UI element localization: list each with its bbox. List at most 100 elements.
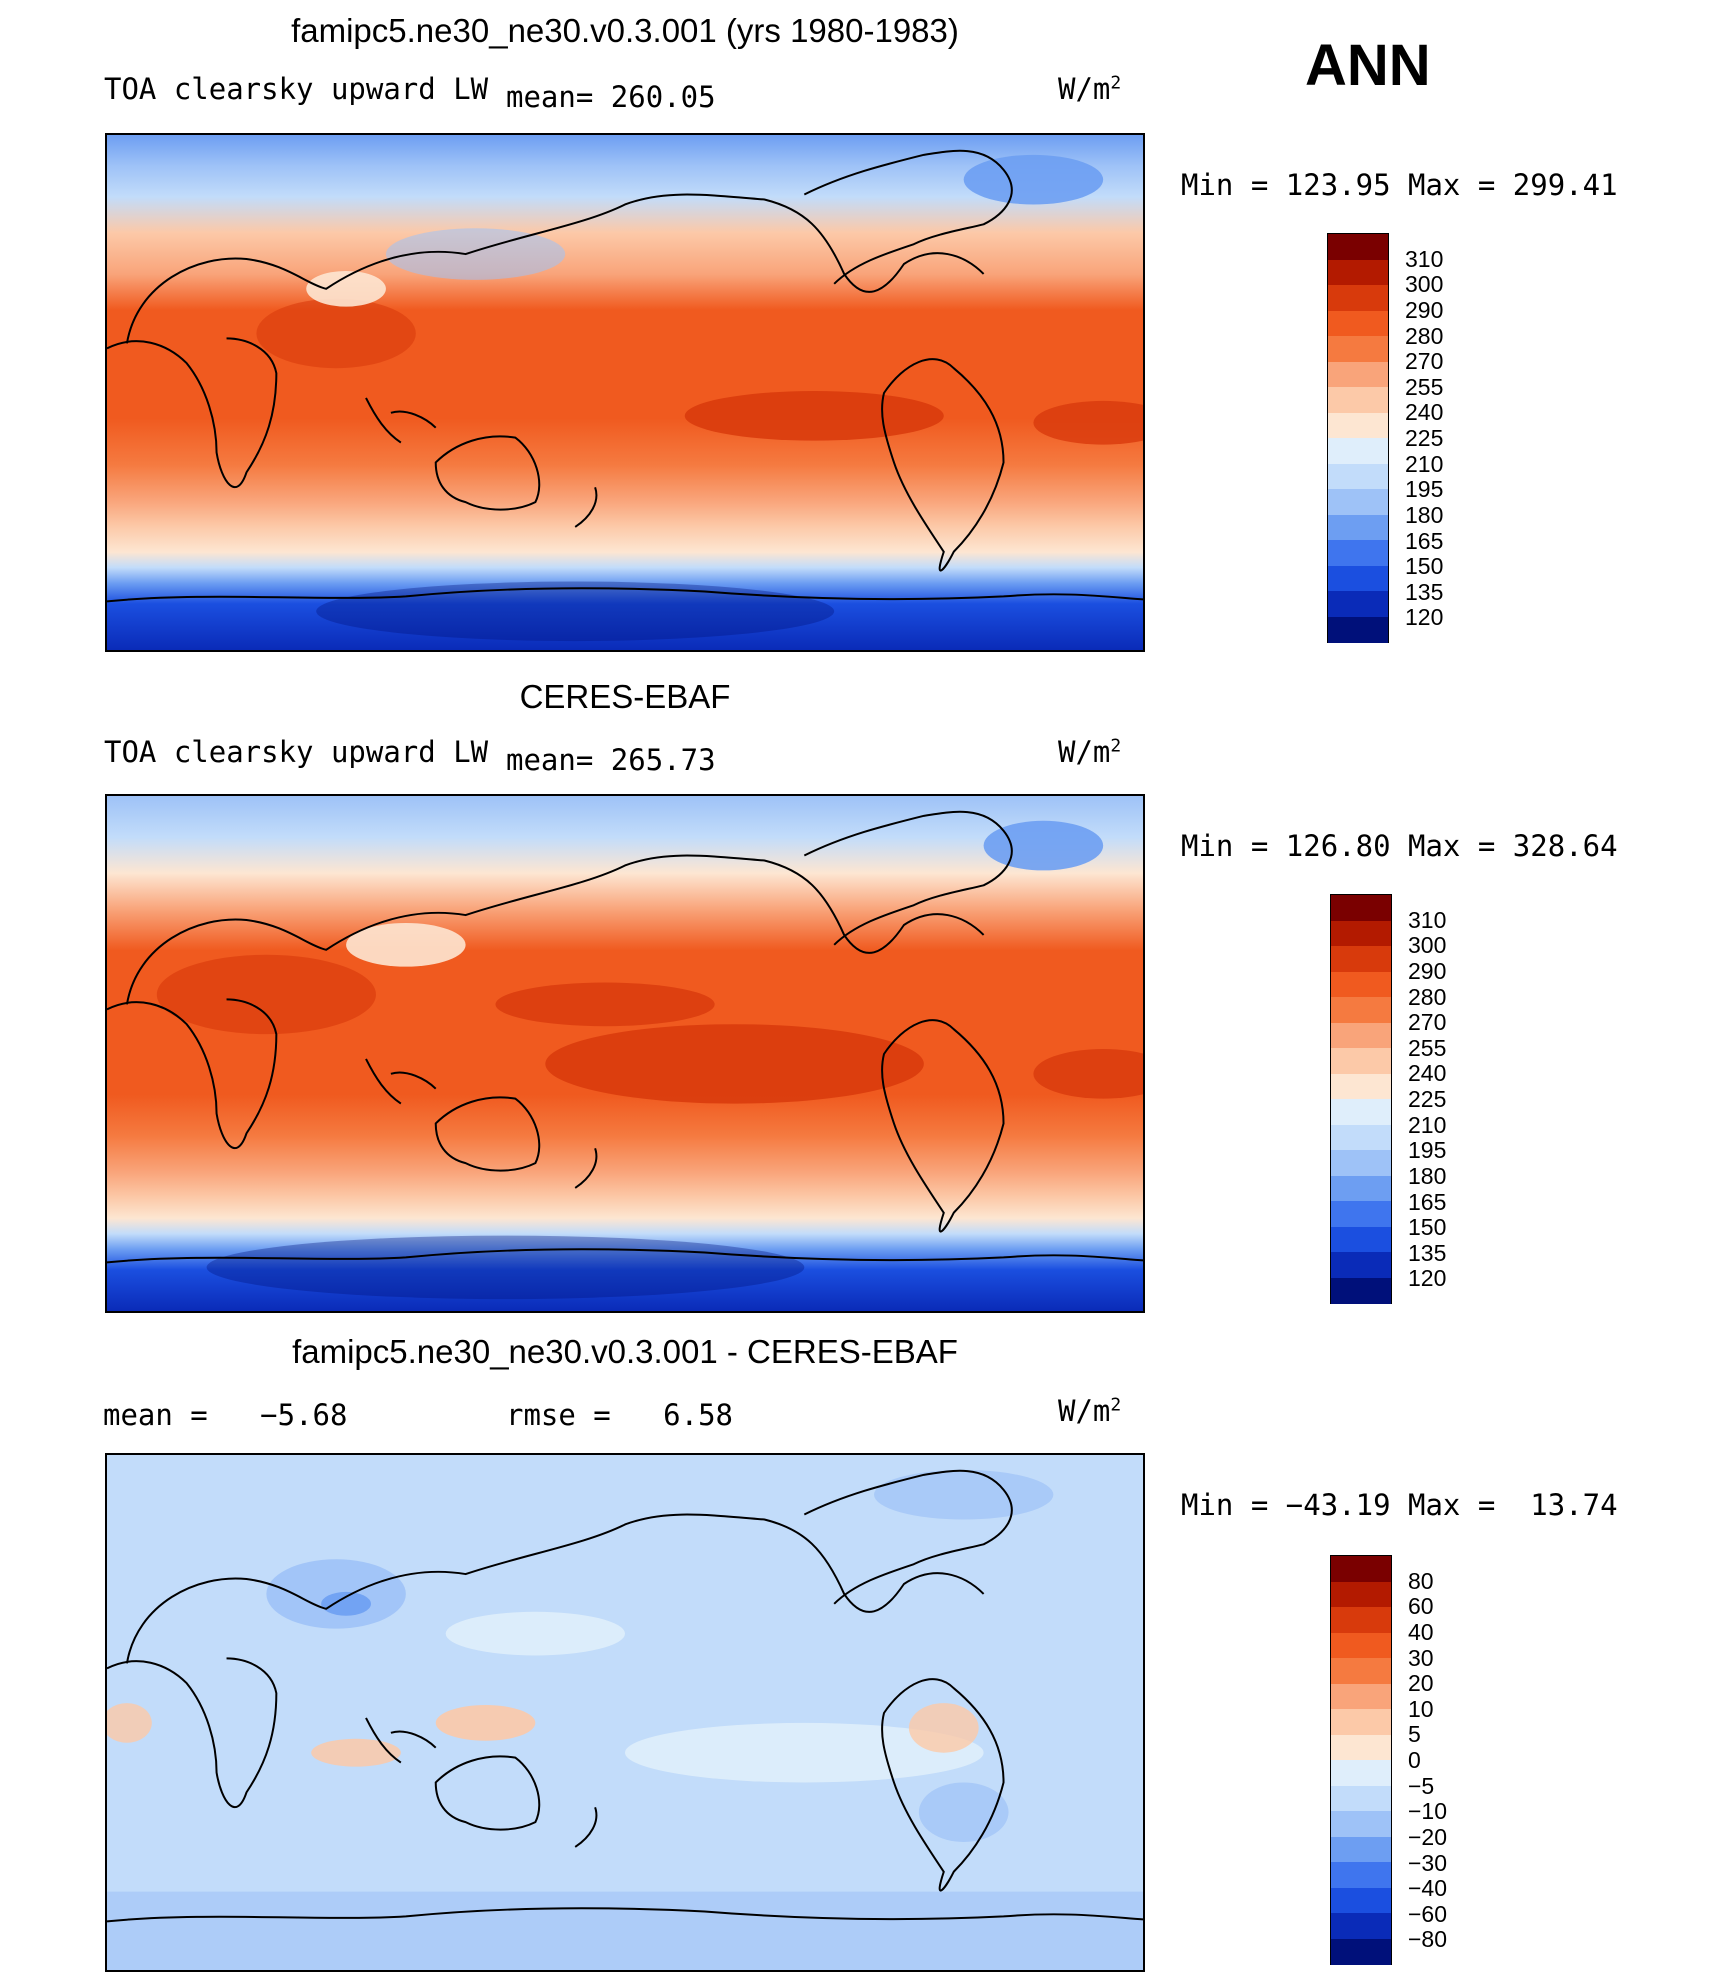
colorbar-tick-label: 180 bbox=[1408, 1162, 1447, 1189]
colorbar-tick-label: 80 bbox=[1408, 1567, 1434, 1594]
panel3-mean-label: mean = bbox=[103, 1398, 208, 1432]
panel2-min-label: Min = bbox=[1181, 829, 1269, 863]
panel1-map bbox=[105, 133, 1145, 652]
colorbar-swatch bbox=[1328, 565, 1388, 592]
colorbar-tick-label: 120 bbox=[1405, 604, 1444, 631]
colorbar-swatch bbox=[1331, 1022, 1391, 1049]
panel3-colorbar bbox=[1330, 1555, 1392, 1965]
panel2-max-value: 328.64 bbox=[1512, 829, 1618, 863]
colorbar-swatch bbox=[1328, 463, 1388, 490]
panel1-units-base: W/m bbox=[1058, 72, 1111, 106]
colorbar-swatch bbox=[1328, 591, 1388, 617]
panel1-min-value: 123.95 bbox=[1285, 168, 1391, 202]
panel2-mean-value: 265.73 bbox=[610, 743, 716, 777]
colorbar-tick-label: 290 bbox=[1408, 957, 1447, 984]
colorbar-swatch bbox=[1331, 946, 1391, 972]
panel3-min-value: −43.19 bbox=[1285, 1488, 1391, 1522]
panel1-max-value: 299.41 bbox=[1512, 168, 1618, 202]
panel3-min-label: Min = bbox=[1181, 1488, 1269, 1522]
colorbar-swatch bbox=[1328, 514, 1388, 541]
colorbar-swatch bbox=[1331, 1099, 1391, 1125]
colorbar-swatch bbox=[1328, 361, 1388, 388]
colorbar-swatch bbox=[1331, 1124, 1391, 1151]
colorbar-swatch bbox=[1331, 1201, 1391, 1227]
colorbar-tick-label: −80 bbox=[1408, 1926, 1448, 1953]
colorbar-tick-label: 280 bbox=[1405, 322, 1444, 349]
panel1-variable: TOA clearsky upward LW bbox=[104, 72, 489, 106]
panel2-map bbox=[105, 794, 1145, 1313]
panel3-rmse: rmse = 6.58 bbox=[506, 1398, 733, 1432]
colorbar-swatch bbox=[1331, 971, 1391, 998]
colorbar-swatch bbox=[1331, 1556, 1391, 1582]
colorbar-swatch bbox=[1331, 1683, 1391, 1710]
panel2-units-base: W/m bbox=[1058, 735, 1111, 769]
colorbar-swatch bbox=[1331, 1811, 1391, 1837]
colorbar-tick-label: 210 bbox=[1408, 1111, 1447, 1138]
colorbar-swatch bbox=[1331, 1734, 1391, 1761]
colorbar-tick-label: 195 bbox=[1405, 476, 1444, 503]
colorbar-tick-label: −60 bbox=[1408, 1900, 1448, 1927]
panel2-max-label: Max = bbox=[1408, 829, 1496, 863]
colorbar-tick-label: 180 bbox=[1405, 501, 1444, 528]
panel2-units: W/m2 bbox=[1058, 735, 1121, 769]
panel1-map-plot bbox=[107, 135, 1143, 650]
colorbar-swatch bbox=[1331, 1175, 1391, 1202]
panel2-colorbar bbox=[1330, 894, 1392, 1304]
colorbar-swatch bbox=[1328, 234, 1388, 260]
colorbar-tick-label: 120 bbox=[1408, 1265, 1447, 1292]
panel3-mean-value: −5.68 bbox=[260, 1398, 348, 1432]
colorbar-tick-label: 240 bbox=[1408, 1060, 1447, 1087]
colorbar-swatch bbox=[1331, 1658, 1391, 1684]
panel1-min-label: Min = bbox=[1181, 168, 1269, 202]
colorbar-tick-label: 150 bbox=[1408, 1214, 1447, 1241]
colorbar-tick-label: 280 bbox=[1408, 983, 1447, 1010]
colorbar-tick-label: 165 bbox=[1405, 527, 1444, 554]
colorbar-tick-label: 300 bbox=[1405, 271, 1444, 298]
colorbar-tick-label: 310 bbox=[1408, 906, 1447, 933]
colorbar-tick-label: 150 bbox=[1405, 553, 1444, 580]
colorbar-tick-label: 240 bbox=[1405, 399, 1444, 426]
colorbar-tick-label: −40 bbox=[1408, 1875, 1448, 1902]
colorbar-tick-label: 165 bbox=[1408, 1188, 1447, 1215]
colorbar-tick-label: 60 bbox=[1408, 1593, 1434, 1620]
panel2-variable: TOA clearsky upward LW bbox=[104, 735, 489, 769]
colorbar-swatch bbox=[1331, 1048, 1391, 1074]
panel1-mean: mean= 260.05 bbox=[506, 80, 716, 114]
colorbar-swatch bbox=[1331, 1913, 1391, 1939]
colorbar-swatch bbox=[1331, 1760, 1391, 1786]
colorbar-tick-label: 270 bbox=[1405, 348, 1444, 375]
colorbar-tick-label: 195 bbox=[1408, 1137, 1447, 1164]
panel2-min-value: 126.80 bbox=[1285, 829, 1391, 863]
colorbar-swatch bbox=[1331, 1887, 1391, 1914]
panel3-units-exp: 2 bbox=[1110, 1394, 1122, 1416]
colorbar-swatch bbox=[1331, 1581, 1391, 1608]
colorbar-swatch bbox=[1331, 1150, 1391, 1176]
panel3-max-label: Max = bbox=[1408, 1488, 1496, 1522]
colorbar-tick-label: 135 bbox=[1405, 578, 1444, 605]
panel1-units-exp: 2 bbox=[1110, 72, 1122, 94]
colorbar-tick-label: 40 bbox=[1408, 1618, 1434, 1645]
colorbar-tick-label: 255 bbox=[1405, 373, 1444, 400]
panel3-rmse-value: 6.58 bbox=[663, 1398, 733, 1432]
colorbar-tick-label: −30 bbox=[1408, 1849, 1448, 1876]
panel2-mean: mean= 265.73 bbox=[506, 743, 716, 777]
panel1-units: W/m2 bbox=[1058, 72, 1121, 106]
colorbar-swatch bbox=[1331, 1785, 1391, 1812]
colorbar-tick-label: 0 bbox=[1408, 1747, 1421, 1773]
panel3-map bbox=[105, 1453, 1145, 1972]
colorbar-swatch bbox=[1328, 616, 1388, 643]
colorbar-swatch bbox=[1328, 387, 1388, 413]
panel3-max-value: 13.74 bbox=[1530, 1488, 1618, 1522]
colorbar-swatch bbox=[1331, 1862, 1391, 1888]
colorbar-swatch bbox=[1331, 1709, 1391, 1735]
panel1-title: famipc5.ne30_ne30.v0.3.001 (yrs 1980-198… bbox=[291, 12, 959, 49]
colorbar-swatch bbox=[1328, 285, 1388, 311]
colorbar-swatch bbox=[1331, 1277, 1391, 1304]
colorbar-tick-label: 270 bbox=[1408, 1009, 1447, 1036]
colorbar-tick-label: 135 bbox=[1408, 1239, 1447, 1266]
panel3-title: famipc5.ne30_ne30.v0.3.001 - CERES-EBAF bbox=[292, 1333, 958, 1370]
panel3-units: W/m2 bbox=[1058, 1394, 1121, 1428]
panel1-minmax: Min = 123.95 Max = 299.41 bbox=[1181, 168, 1618, 202]
colorbar-tick-label: 255 bbox=[1408, 1034, 1447, 1061]
colorbar-swatch bbox=[1328, 540, 1388, 566]
